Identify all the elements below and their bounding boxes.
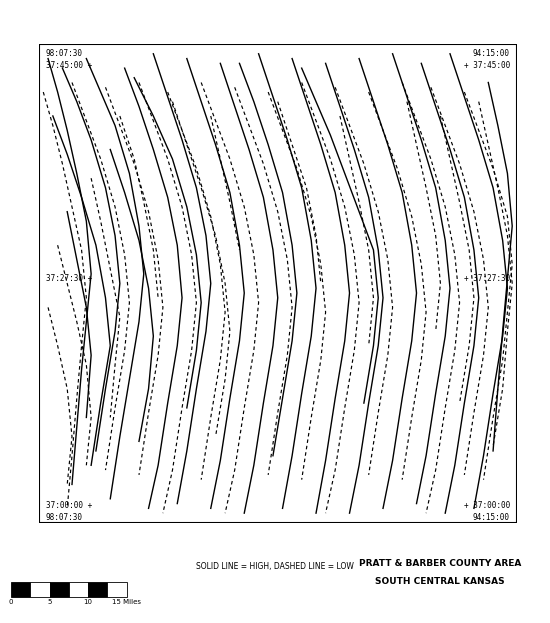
Bar bbox=[30, 582, 50, 597]
Text: 94:15:00: 94:15:00 bbox=[473, 513, 510, 522]
Text: SOUTH CENTRAL KANSAS: SOUTH CENTRAL KANSAS bbox=[375, 578, 505, 586]
Bar bbox=[50, 582, 69, 597]
Bar bbox=[69, 582, 88, 597]
Bar bbox=[88, 582, 107, 597]
Text: 37:00:00 +: 37:00:00 + bbox=[46, 501, 92, 510]
Text: + 37:00:00: + 37:00:00 bbox=[464, 501, 510, 510]
Bar bbox=[107, 582, 126, 597]
Text: 98:07:30: 98:07:30 bbox=[46, 513, 82, 522]
Text: 10: 10 bbox=[84, 599, 92, 605]
Text: 98:07:30: 98:07:30 bbox=[46, 49, 82, 58]
Text: SOLID LINE = HIGH, DASHED LINE = LOW: SOLID LINE = HIGH, DASHED LINE = LOW bbox=[196, 563, 354, 571]
Bar bbox=[11, 582, 30, 597]
Text: 5: 5 bbox=[47, 599, 52, 605]
Text: 15 Miles: 15 Miles bbox=[112, 599, 141, 605]
Text: + 37:27:30: + 37:27:30 bbox=[464, 274, 510, 283]
Text: PRATT & BARBER COUNTY AREA: PRATT & BARBER COUNTY AREA bbox=[359, 559, 521, 568]
Text: 37:45:00 +: 37:45:00 + bbox=[46, 61, 92, 70]
Text: + 37:45:00: + 37:45:00 bbox=[464, 61, 510, 70]
Text: 37:27:30 +: 37:27:30 + bbox=[46, 274, 92, 283]
Text: 0: 0 bbox=[9, 599, 13, 605]
Text: 94:15:00: 94:15:00 bbox=[473, 49, 510, 58]
